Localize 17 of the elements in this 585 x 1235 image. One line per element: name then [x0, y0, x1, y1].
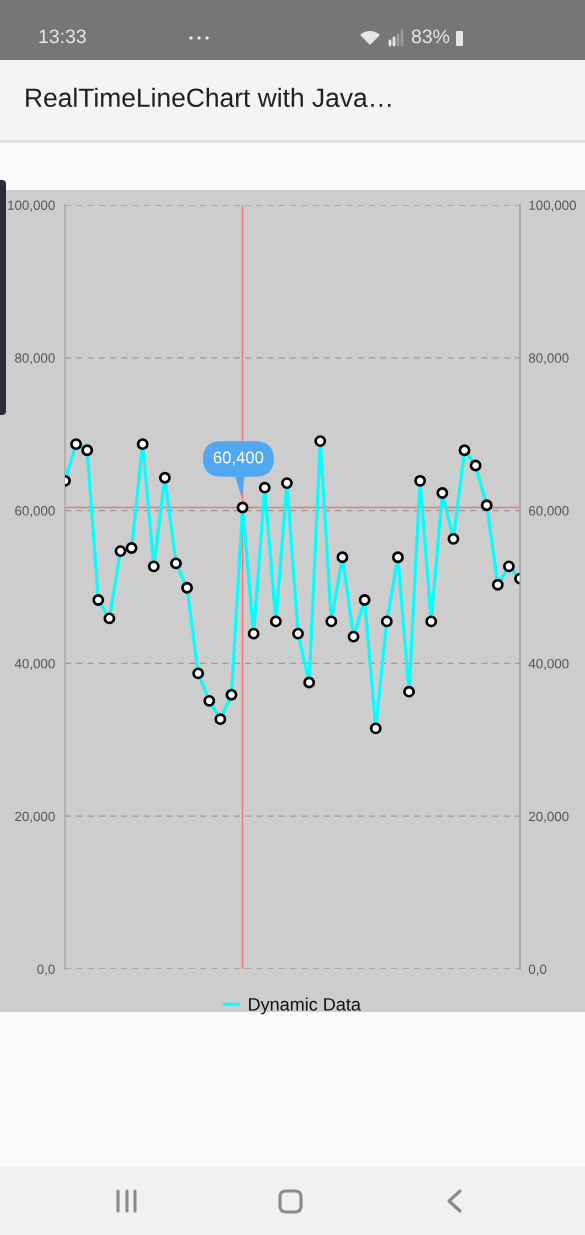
chart-title: RealTimeLineChart with Java…	[26, 87, 391, 108]
y2-tick-label: 20,000	[529, 811, 569, 823]
y2-tick-label: 100,000	[529, 200, 577, 212]
legend-label: Dynamic Data	[249, 997, 361, 1015]
y-tick-label: 20,000	[15, 811, 55, 823]
y2-tick-label: 60,000	[529, 506, 569, 518]
y2-tick-label: 80,000	[528, 353, 569, 365]
y-tick-label: 0,0	[37, 964, 55, 976]
y-tick-label: 100,000	[8, 200, 55, 212]
y2-tick-label: 0,0	[528, 964, 547, 976]
y-tick-label: 60,000	[15, 506, 55, 518]
y2-tick-label: 40,000	[528, 658, 569, 670]
y-tick-label: 80,000	[15, 353, 55, 365]
text: 13:33	[39, 29, 86, 44]
annotation: 60,400	[213, 451, 264, 466]
y-tick-label: 40,000	[14, 658, 55, 670]
text: 83%	[411, 29, 450, 44]
